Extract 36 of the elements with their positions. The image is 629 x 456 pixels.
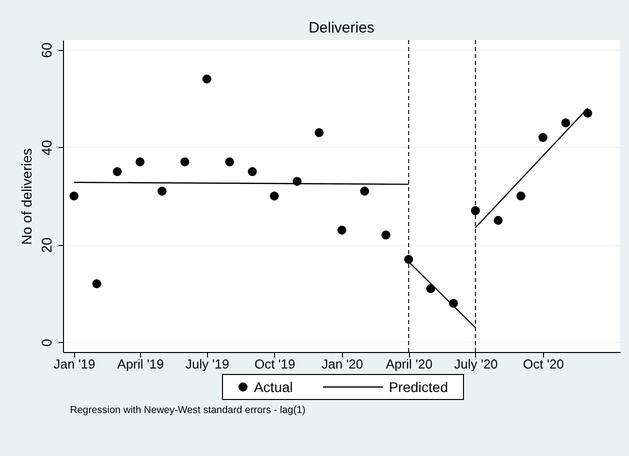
point bbox=[314, 128, 324, 138]
x-tick-label: July '19 bbox=[186, 356, 230, 372]
y-tick-label: 40 bbox=[38, 140, 54, 156]
point bbox=[70, 192, 78, 200]
point bbox=[516, 192, 526, 200]
point bbox=[494, 216, 503, 225]
point bbox=[112, 167, 122, 176]
point bbox=[225, 157, 234, 166]
point bbox=[381, 230, 390, 240]
x-tick-label: April '20 bbox=[386, 356, 432, 372]
point bbox=[92, 279, 102, 288]
point bbox=[470, 206, 480, 216]
x-tick-label: July '20 bbox=[454, 356, 498, 372]
y-tick-label: 0 bbox=[38, 338, 54, 347]
text: Regression with Newey-West standard errors - lag(1) bbox=[70, 405, 306, 416]
point bbox=[136, 157, 145, 166]
point bbox=[561, 118, 570, 128]
point bbox=[360, 186, 370, 196]
point bbox=[158, 186, 167, 196]
x-tick-label: Jan '20 bbox=[322, 356, 364, 372]
point bbox=[270, 192, 279, 200]
x-tick-label: April '19 bbox=[117, 356, 164, 372]
chart-title: Deliveries bbox=[308, 20, 374, 36]
point bbox=[337, 226, 346, 235]
legend-label: Predicted bbox=[388, 379, 448, 395]
x-tick-label: Jan '19 bbox=[54, 356, 96, 372]
x-tick-label: Oct '20 bbox=[523, 356, 564, 372]
y-tick-label: 60 bbox=[38, 42, 54, 58]
x-tick-label: Oct '19 bbox=[254, 356, 296, 372]
y-axis-title: No of deliveries bbox=[18, 148, 34, 245]
point bbox=[538, 133, 548, 142]
point bbox=[202, 74, 212, 84]
point bbox=[180, 157, 190, 166]
y-tick-label: 20 bbox=[38, 237, 54, 254]
point bbox=[248, 167, 257, 176]
legend-label: Actual bbox=[254, 379, 293, 395]
